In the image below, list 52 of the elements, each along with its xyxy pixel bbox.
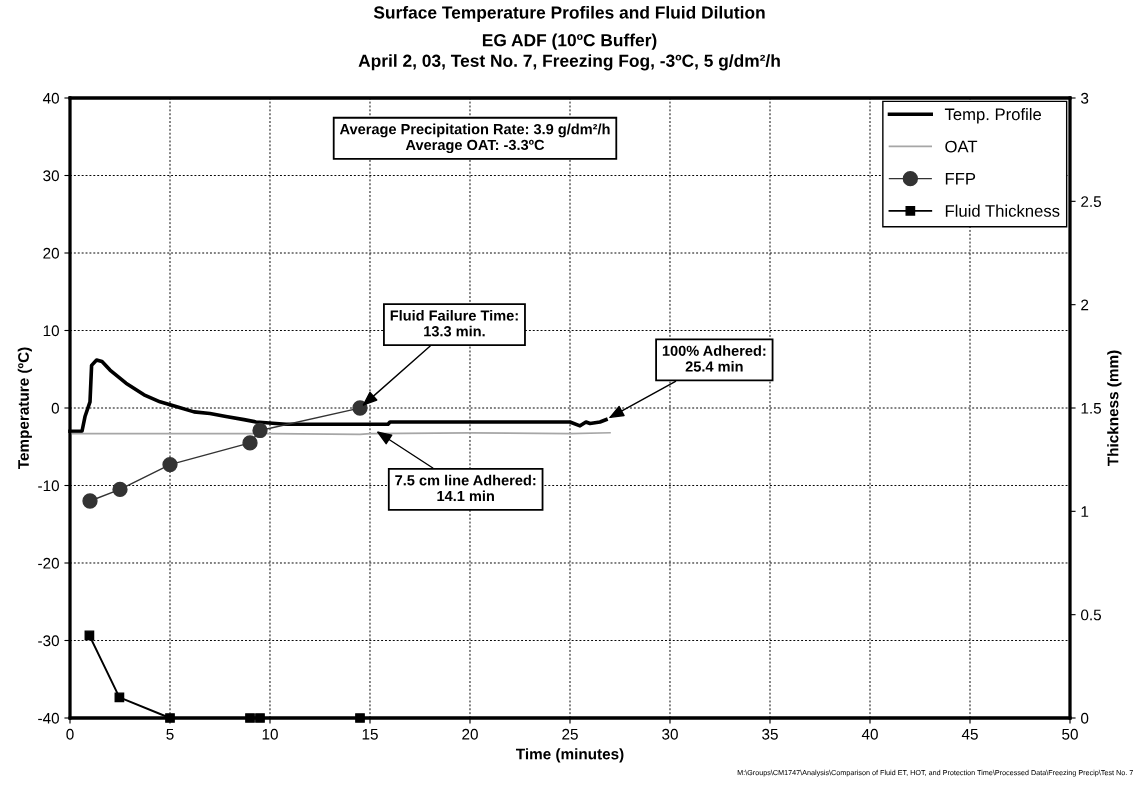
x-tick-label: 30 — [662, 728, 678, 740]
annotation: 100% Adhered: 25.4 min — [662, 345, 766, 372]
y-tick-label: 10 — [43, 325, 59, 337]
y-tick-label: 0 — [51, 402, 59, 414]
point — [255, 713, 265, 723]
point — [162, 456, 178, 473]
legend-label: OAT — [945, 140, 978, 153]
legend-label: Temp. Profile — [944, 108, 1042, 124]
point — [252, 422, 268, 439]
y2-tick-label: 2.5 — [1081, 196, 1102, 208]
point — [242, 435, 258, 451]
annotation: 7.5 cm line Adhered: 14.1 min — [395, 474, 536, 502]
y2-tick-label: 1 — [1081, 506, 1089, 517]
annotation: Average Precipitation Rate: 3.9 g/dm²/h Average OAT: -3.3ºC — [339, 123, 610, 154]
x-tick-label: 0 — [66, 728, 74, 740]
legend-label: Fluid Thickness — [945, 204, 1060, 217]
x-tick-label: 5 — [166, 728, 174, 740]
point — [84, 630, 95, 641]
y-tick-label: 30 — [43, 170, 59, 182]
point — [82, 493, 98, 509]
y2-tick-label: 2 — [1081, 299, 1089, 311]
point — [114, 692, 125, 703]
x-tick-label: 40 — [861, 728, 878, 740]
x-tick-label: 20 — [462, 728, 478, 740]
point — [112, 481, 128, 498]
x-tick-label: 45 — [961, 728, 978, 740]
point — [245, 713, 255, 723]
y2-tick-label: 3 — [1081, 92, 1089, 104]
y2-tick-label: 0.5 — [1081, 609, 1102, 621]
x-tick-label: 50 — [1062, 728, 1078, 740]
point — [355, 713, 365, 723]
chart-title: Surface Temperature Profiles and Fluid Dilution — [373, 5, 765, 23]
y-tick-label: -40 — [38, 712, 59, 724]
y2-tick-label: 0 — [1081, 712, 1089, 724]
y-tick-label: 20 — [43, 247, 59, 259]
x-tick-label: 10 — [262, 728, 278, 740]
x-tick-label: 25 — [562, 728, 578, 740]
legend-label: FFP — [945, 173, 976, 185]
annotation: Fluid Failure Time: 13.3 min. — [390, 310, 518, 337]
x-tick-label: 15 — [362, 728, 378, 740]
point — [352, 400, 368, 416]
y-tick-label: -20 — [38, 557, 59, 569]
y-tick-label: -10 — [38, 480, 59, 492]
x-tick-label: 35 — [762, 728, 778, 740]
y2-axis-title: Thickness (mm) — [1107, 350, 1122, 466]
y-tick-label: -30 — [38, 635, 59, 647]
y2-tick-label: 1.5 — [1081, 403, 1102, 414]
point — [165, 713, 175, 723]
chart-subtitle: EG ADF (10ºC Buffer) April 2, 03, Test No. 7, Freezing Fog, -3ºC, 5 g/dm²/h — [358, 33, 780, 71]
y-axis-title: Temperature (ºC) — [17, 347, 32, 470]
y-tick-label: 40 — [42, 92, 59, 104]
x-axis-title: Time (minutes) — [515, 748, 624, 763]
